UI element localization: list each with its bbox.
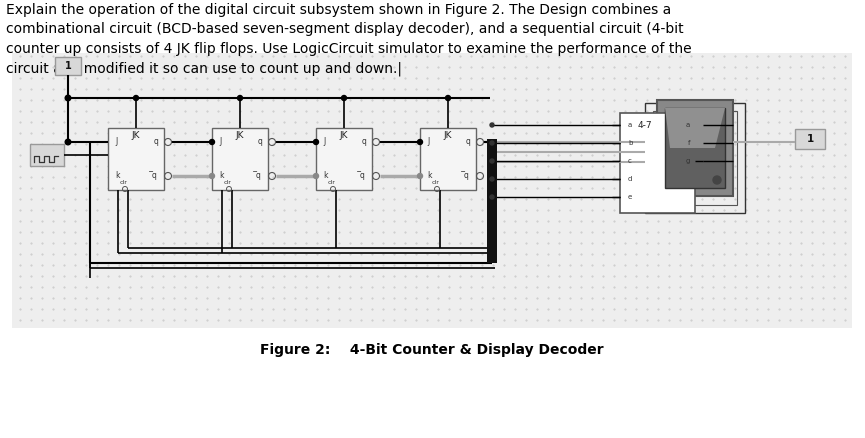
Text: ̅q: ̅q — [465, 172, 470, 180]
Circle shape — [209, 139, 215, 145]
Bar — [108, 128, 164, 190]
Bar — [645, 103, 745, 213]
Text: clr: clr — [120, 180, 128, 186]
Bar — [657, 100, 733, 196]
Circle shape — [489, 233, 496, 240]
Circle shape — [418, 173, 422, 179]
Bar — [316, 128, 372, 190]
Text: J: J — [115, 138, 118, 146]
Text: 1: 1 — [65, 61, 72, 71]
Text: JK: JK — [131, 131, 140, 141]
Text: a: a — [686, 122, 690, 128]
Text: k: k — [115, 172, 119, 180]
Circle shape — [313, 139, 318, 145]
Circle shape — [490, 123, 494, 127]
Bar — [12, 53, 852, 328]
Circle shape — [418, 139, 422, 145]
Circle shape — [489, 219, 496, 226]
Bar — [665, 108, 725, 188]
Text: q: q — [361, 138, 366, 146]
Bar — [795, 129, 825, 149]
Text: q: q — [465, 138, 470, 146]
Text: b: b — [628, 140, 632, 146]
Bar — [653, 111, 737, 205]
Bar — [620, 113, 695, 213]
Circle shape — [238, 95, 242, 100]
Bar — [212, 128, 268, 190]
Bar — [487, 139, 497, 263]
Text: ̅q: ̅q — [361, 172, 366, 180]
Text: JK: JK — [340, 131, 349, 141]
Text: JK: JK — [236, 131, 244, 141]
Circle shape — [489, 247, 496, 254]
Text: k: k — [427, 172, 432, 180]
Text: e: e — [628, 194, 632, 200]
Circle shape — [313, 173, 318, 179]
Text: J: J — [219, 138, 221, 146]
Text: 4-7: 4-7 — [638, 120, 652, 130]
Bar — [30, 144, 64, 166]
Text: q: q — [153, 138, 158, 146]
Circle shape — [490, 177, 494, 181]
Text: ̅q: ̅q — [153, 172, 158, 180]
Circle shape — [490, 141, 494, 145]
Text: k: k — [323, 172, 328, 180]
Circle shape — [133, 95, 138, 100]
Text: a: a — [628, 122, 632, 128]
Text: f: f — [688, 140, 690, 146]
Text: Explain the operation of the digital circuit subsystem shown in Figure 2. The De: Explain the operation of the digital cir… — [6, 3, 692, 76]
Text: J: J — [427, 138, 429, 146]
Circle shape — [490, 159, 494, 163]
Text: 1: 1 — [806, 134, 814, 144]
Circle shape — [209, 173, 215, 179]
Text: c: c — [628, 158, 631, 164]
Circle shape — [490, 195, 494, 199]
Text: J: J — [323, 138, 325, 146]
Bar — [420, 128, 476, 190]
Circle shape — [713, 176, 721, 184]
Text: q: q — [257, 138, 262, 146]
Text: clr: clr — [224, 180, 232, 186]
Text: g: g — [686, 158, 690, 164]
Text: k: k — [219, 172, 223, 180]
Circle shape — [65, 139, 71, 145]
Polygon shape — [665, 108, 725, 148]
Circle shape — [65, 95, 71, 101]
Bar — [55, 57, 81, 75]
Circle shape — [445, 95, 451, 100]
Text: Figure 2:    4-Bit Counter & Display Decoder: Figure 2: 4-Bit Counter & Display Decode… — [260, 343, 604, 357]
Text: ̅q: ̅q — [257, 172, 262, 180]
Circle shape — [342, 95, 347, 100]
Text: d: d — [628, 176, 632, 182]
Text: JK: JK — [444, 131, 452, 141]
Text: clr: clr — [432, 180, 440, 186]
Text: clr: clr — [328, 180, 336, 186]
